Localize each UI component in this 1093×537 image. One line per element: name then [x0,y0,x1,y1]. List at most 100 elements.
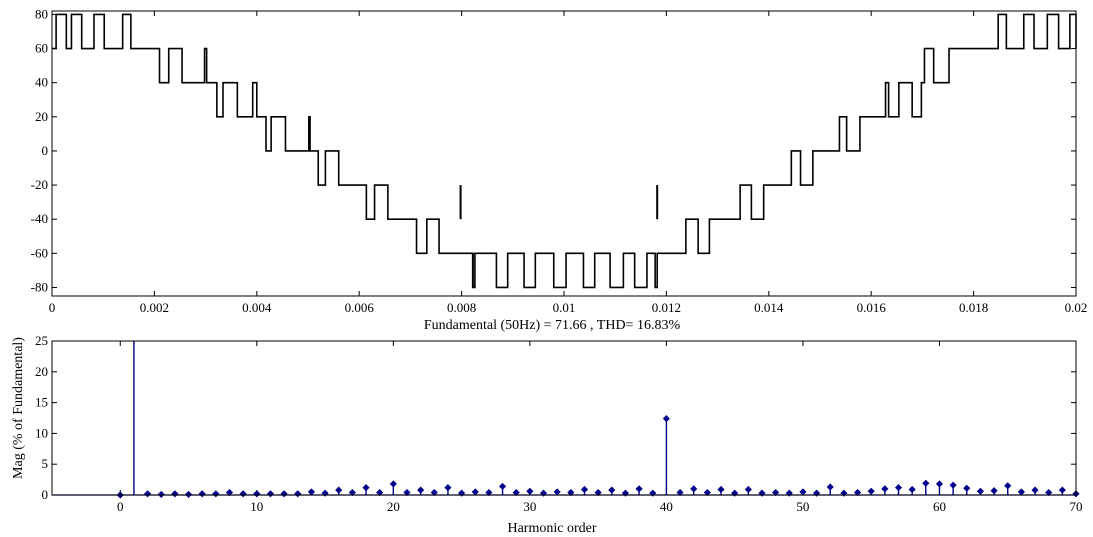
y-tick-label: 25 [35,333,48,348]
harmonic-marker [935,480,944,488]
bottom-chart-tick-labels: 0 10 20 30 40 50 60 70 0 5 10 15 20 25 [35,333,1083,514]
top-chart-ticks [51,11,1077,296]
harmonic-marker [512,488,520,497]
harmonic-marker [471,488,479,496]
harmonic-marker [485,488,493,497]
harmonic-marker [826,483,834,491]
y-tick-label: 20 [35,109,48,124]
harmonic-marker [908,485,916,494]
harmonic-marker [922,479,930,487]
harmonic-marker [157,490,165,498]
waveform-series [52,13,1077,289]
x-tick-label: 70 [1070,499,1083,514]
harmonic-marker [403,488,411,497]
harmonic-marker [744,485,752,494]
y-axis-label: Mag (% of Fundamental) [11,337,26,479]
y-tick-label: 15 [35,395,48,410]
bottom-chart-ticks [52,340,1077,496]
harmonic-marker [526,487,534,495]
harmonic-marker [444,484,452,492]
harmonic-marker [894,484,903,492]
harmonic-marker [717,485,725,494]
harmonic-marker [335,486,343,494]
x-tick-label: 0.012 [652,300,681,315]
harmonic-marker [1058,486,1066,494]
harmonic-marker [949,481,957,489]
harmonic-marker [867,487,875,495]
harmonic-marker [567,488,575,497]
harmonic-stems [52,341,1080,499]
waveform-line [52,13,1077,289]
harmonic-marker [239,490,247,498]
harmonic-marker [853,488,862,497]
harmonic-marker [430,488,438,497]
harmonic-marker [594,488,602,497]
x-tick-label: 40 [660,499,673,514]
harmonic-marker [635,485,643,493]
y-tick-label: -60 [31,245,48,260]
harmonic-marker [690,485,698,493]
harmonic-spectrum-chart: Fundamental (50Hz) = 71.66 , THD= 16.83%… [11,318,1083,536]
x-tick-label: 0.008 [447,300,476,315]
harmonic-marker [376,488,384,497]
harmonic-marker [662,415,670,423]
spectrum-title: Fundamental (50Hz) = 71.66 , THD= 16.83% [424,318,681,333]
x-tick-label: 0.002 [140,300,169,315]
harmonic-marker [1031,486,1039,494]
harmonic-marker [963,484,971,492]
x-tick-label: 0.004 [242,300,272,315]
x-tick-label: 0.006 [345,300,375,315]
harmonic-marker [198,490,206,498]
harmonic-marker [253,490,261,498]
top-chart-tick-labels: 0 0.002 0.004 0.006 0.008 0.01 0.012 0.014 0.016… [31,6,1088,315]
harmonic-marker [553,488,561,496]
y-tick-label: 60 [35,41,48,56]
harmonic-marker [171,490,179,498]
harmonic-marker [266,490,275,498]
harmonic-marker [348,488,356,497]
y-tick-label: 0 [42,143,49,158]
time-domain-chart: 0 0.002 0.004 0.006 0.008 0.01 0.012 0.014 0.016… [31,6,1088,315]
y-tick-label: 0 [42,487,49,502]
harmonic-marker [212,490,220,498]
x-tick-label: 0.018 [959,300,988,315]
x-tick-label: 0 [49,300,56,315]
harmonic-marker [417,486,425,494]
harmonic-marker [294,490,302,498]
x-tick-label: 0 [117,499,124,514]
harmonic-marker [1045,488,1053,497]
x-tick-label: 0.016 [857,300,887,315]
harmonic-marker [1004,482,1012,490]
bottom-chart-frame [51,340,1077,496]
harmonic-marker [608,486,616,494]
y-tick-label: 10 [35,425,48,440]
harmonic-marker [498,482,507,490]
harmonic-marker [676,488,684,497]
harmonic-marker [881,485,889,493]
harmonic-marker [1017,488,1025,496]
harmonic-marker [799,488,807,496]
y-tick-label: -20 [31,177,48,192]
x-tick-label: 60 [933,499,946,514]
harmonic-marker [280,490,288,498]
y-tick-label: 40 [35,75,48,90]
harmonic-marker [580,485,589,494]
x-tick-label: 0.01 [553,300,576,315]
x-axis-label: Harmonic order [507,521,596,536]
x-tick-label: 20 [387,499,400,514]
harmonic-marker [362,484,370,492]
harmonic-marker [307,488,315,496]
x-tick-label: 30 [523,499,536,514]
harmonic-marker [990,487,998,495]
y-tick-label: -80 [31,279,48,294]
x-tick-label: 50 [796,499,809,514]
top-chart-frame [51,10,1077,297]
x-tick-label: 0.02 [1065,300,1088,315]
harmonic-marker [772,488,780,497]
y-tick-label: 20 [35,364,48,379]
harmonic-marker [184,490,193,498]
harmonic-marker [144,490,152,498]
y-tick-label: -40 [31,211,48,226]
harmonic-marker [389,480,397,488]
